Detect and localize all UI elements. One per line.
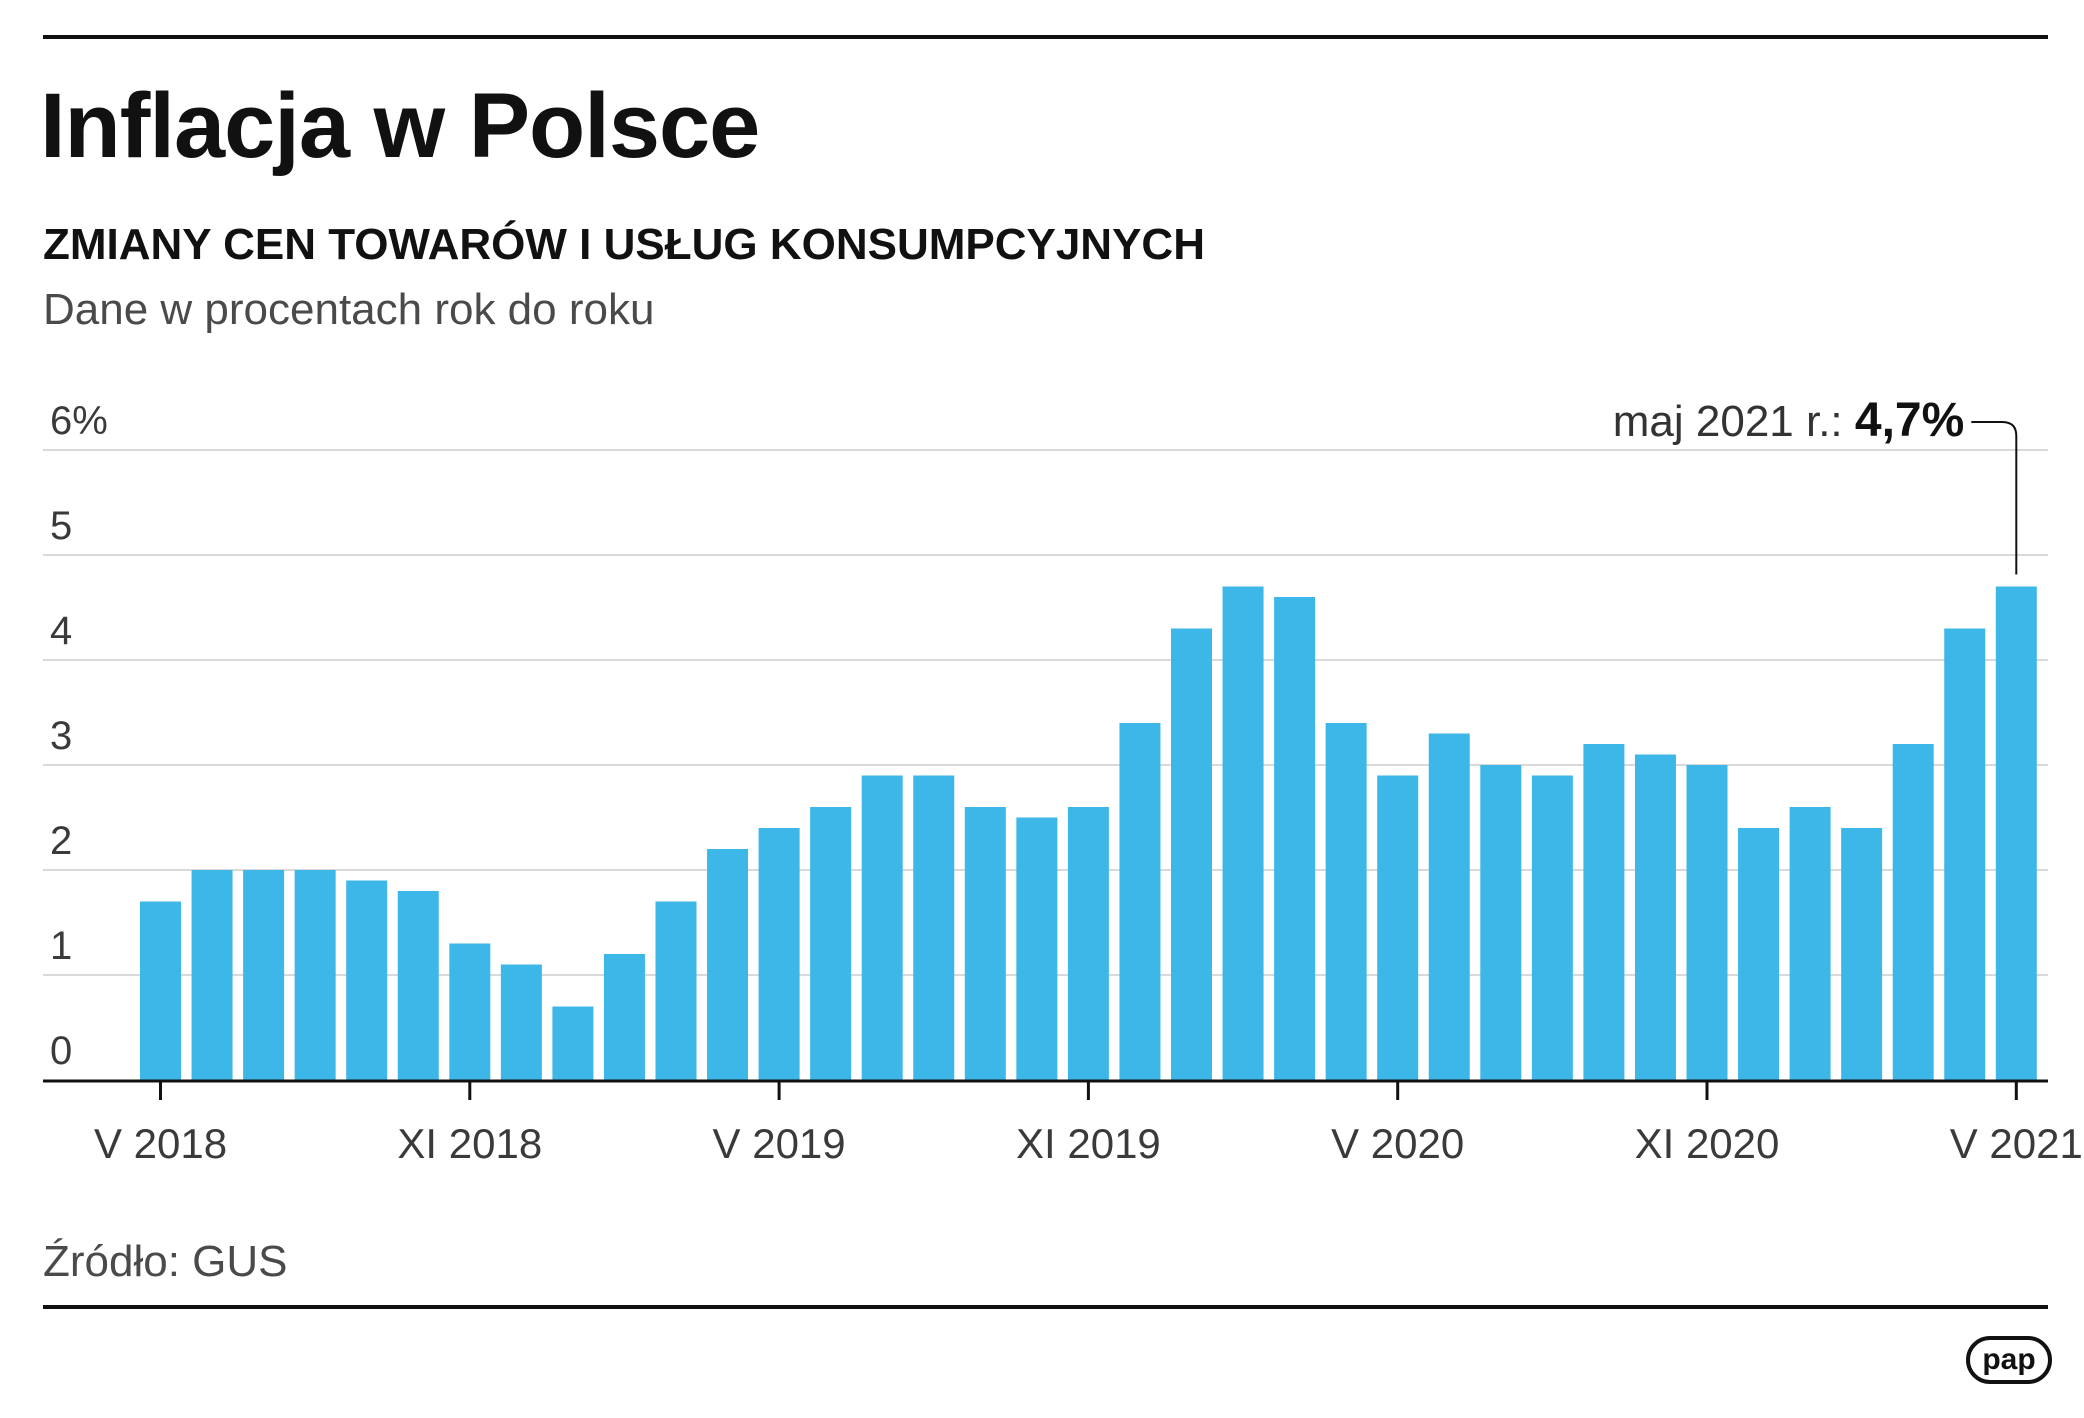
bar [1222,586,1264,1080]
page-title: Inflacja w Polsce [40,75,760,177]
bar [1892,744,1934,1080]
bar [1119,723,1161,1080]
x-tick-label: XI 2020 [1635,1120,1780,1167]
chart-subtitle: ZMIANY CEN TOWARÓW I USŁUG KONSUMPCYJNYC… [43,220,1205,269]
bottom-rule [43,1305,2048,1309]
bar [1377,775,1419,1080]
bar [140,901,181,1080]
bar [1428,733,1470,1080]
y-tick-label: 1 [50,924,72,968]
annotation-label: maj 2021 r.: [1613,397,1855,446]
bar [1171,628,1212,1080]
bar [861,775,903,1080]
bar [243,870,285,1080]
y-tick-label: 5 [50,504,72,548]
bar [603,954,645,1080]
bar [707,849,749,1080]
bar [294,870,336,1080]
pap-logo-icon: pap [1966,1336,2052,1384]
bar [1995,586,2037,1080]
bar [1944,628,1986,1080]
bar [1634,754,1676,1080]
unit-note: Dane w procentach rok do roku [43,285,655,334]
bar [449,943,491,1080]
bar [758,828,800,1080]
bar [1325,723,1367,1080]
source-note: Źródło: GUS [43,1237,288,1286]
x-tick-label: V 2021 [1950,1120,2083,1167]
bar [500,964,542,1080]
annotation-leader [1971,421,2018,575]
bar [1067,807,1109,1080]
x-tick-label: V 2020 [1331,1120,1464,1167]
bar [1531,775,1573,1080]
x-tick-label: V 2019 [713,1120,846,1167]
y-tick-label: 6% [50,399,108,443]
bar [810,807,852,1080]
top-rule [43,35,2048,39]
bar [191,870,233,1080]
x-tick-label: XI 2019 [1016,1120,1161,1167]
y-tick-label: 4 [50,609,72,653]
bar [1274,597,1316,1080]
bar [346,880,388,1080]
bar [1583,744,1625,1080]
bar [397,891,439,1080]
x-tick-label: V 2018 [94,1120,227,1167]
annotation-text: maj 2021 r.: 4,7% [1613,394,1965,447]
bar [655,901,697,1080]
y-tick-label: 2 [50,819,72,863]
bar [1480,765,1522,1080]
bar [1016,817,1058,1080]
bar [964,807,1006,1080]
y-tick-label: 3 [50,714,72,758]
bar [1789,807,1831,1080]
bar [913,775,955,1080]
bar [1738,828,1780,1080]
bar [1686,765,1728,1080]
pap-logo-text: pap [1982,1343,2035,1376]
y-tick-label: 0 [50,1029,72,1073]
annotation-value: 4,7% [1855,394,1964,447]
inflation-bar-chart: 0 1 2 3 4 5 6% V 2018 XI 2018 V 2019 XI 2019 V 2020… [43,394,2083,1167]
bar [552,1006,594,1080]
x-tick-label: XI 2018 [397,1120,542,1167]
bar [1841,828,1883,1080]
